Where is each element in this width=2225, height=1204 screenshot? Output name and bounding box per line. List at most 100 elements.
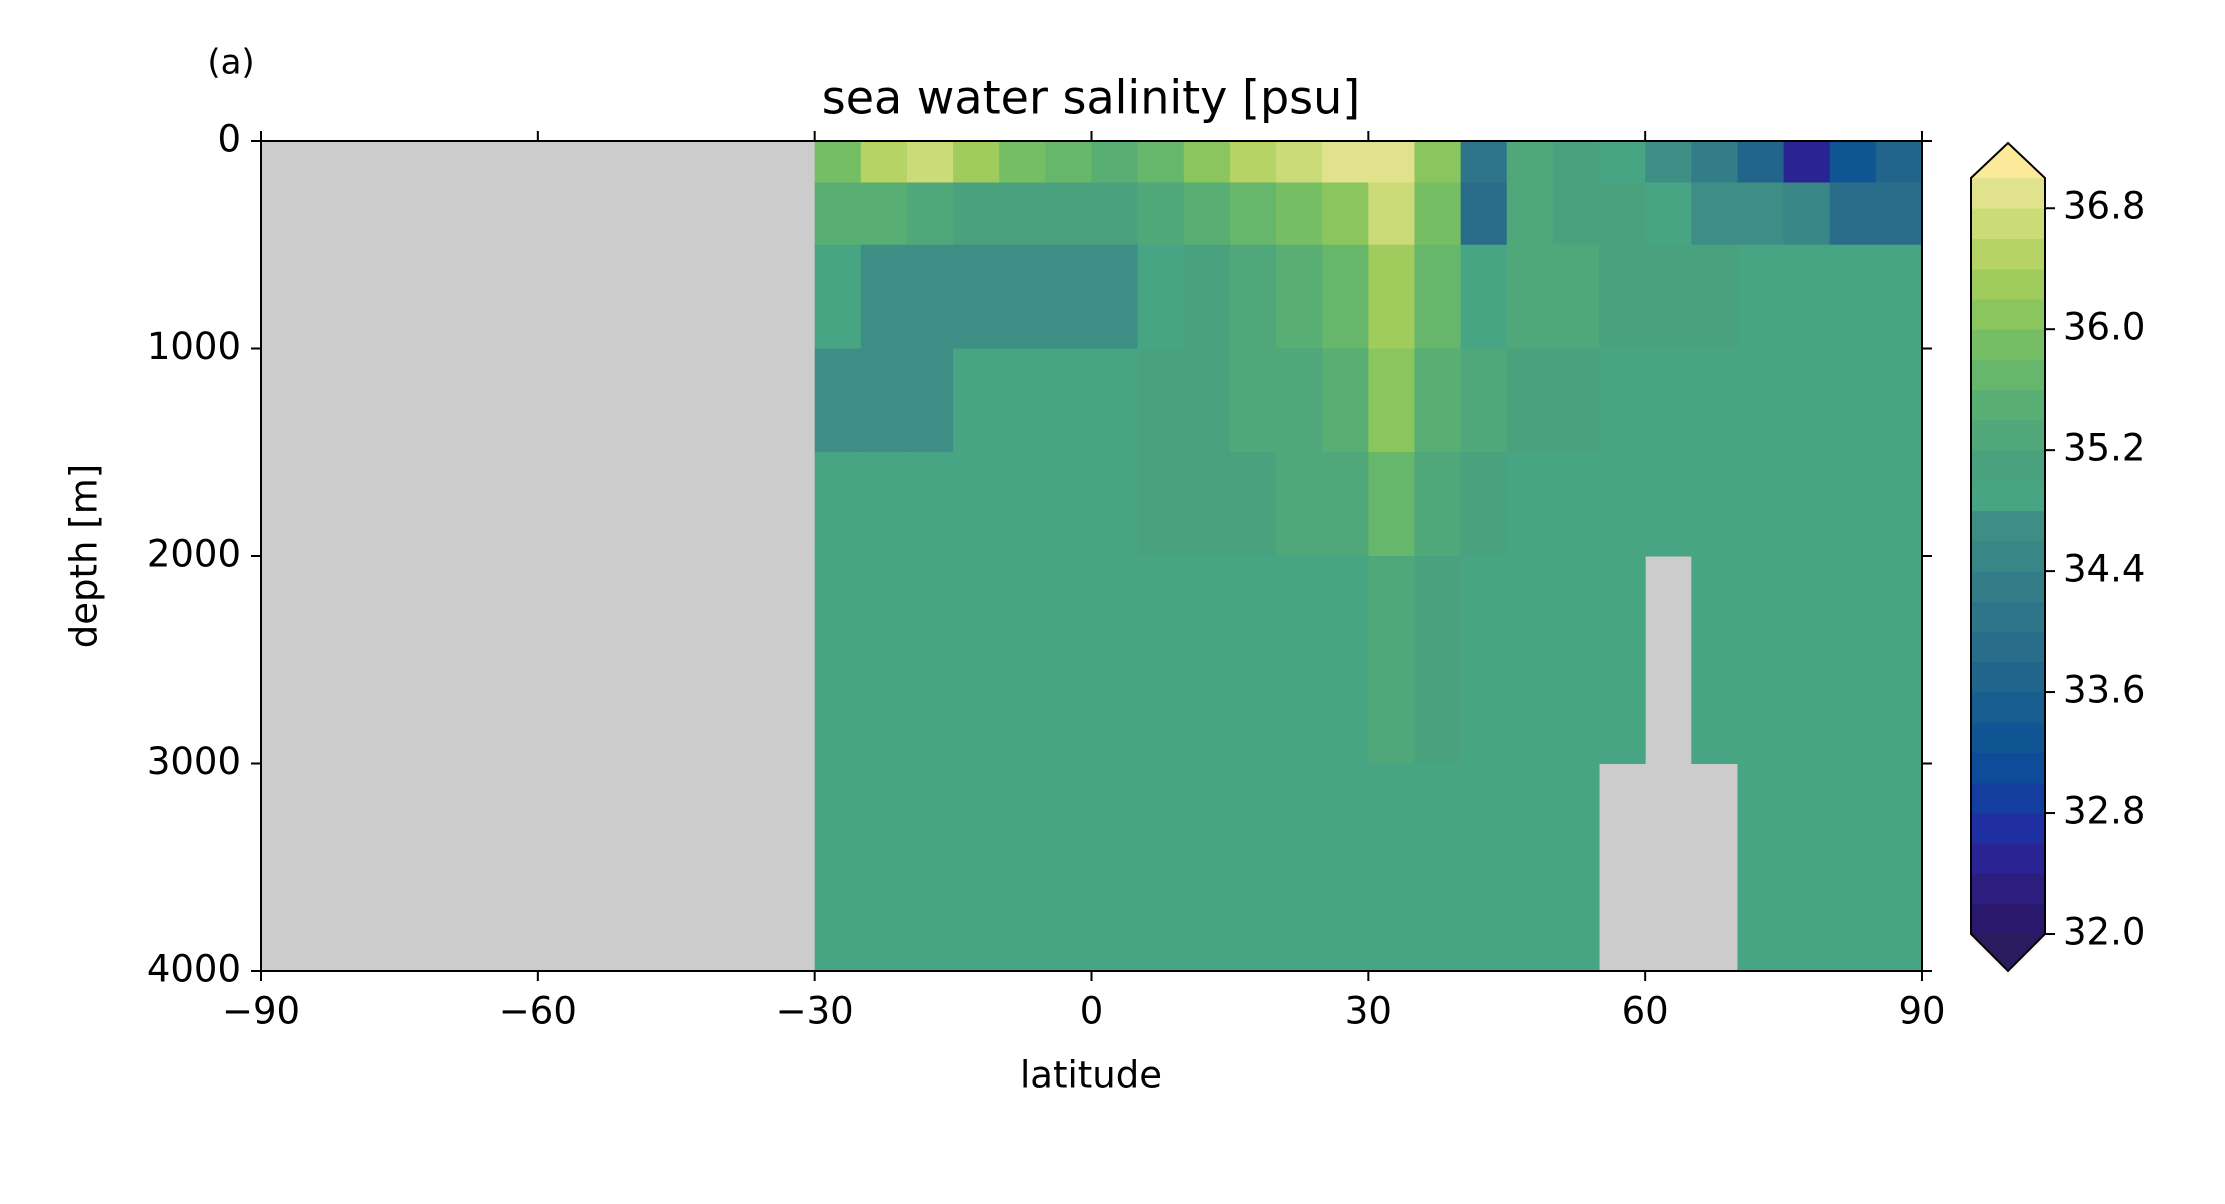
cell — [1875, 141, 1923, 183]
cell — [1552, 452, 1600, 557]
cell — [1045, 244, 1092, 349]
x-tick-label: −30 — [776, 990, 854, 1033]
cell — [953, 348, 1000, 453]
cell — [1276, 763, 1323, 972]
colorbar-band — [1971, 268, 2045, 300]
cell — [1506, 182, 1554, 246]
cell — [906, 763, 954, 972]
cell — [1414, 244, 1462, 349]
cell — [999, 348, 1046, 453]
colorbar-tick-label: 33.6 — [2063, 669, 2145, 712]
cell — [1137, 763, 1185, 972]
cell — [1414, 763, 1462, 972]
cell — [1875, 348, 1923, 453]
cell — [1691, 348, 1738, 453]
colorbar-band — [1971, 480, 2045, 512]
y-tick-label: 2000 — [147, 533, 241, 576]
cell — [1552, 763, 1600, 972]
cell — [1829, 556, 1877, 764]
cell — [1183, 141, 1231, 183]
cell — [1783, 452, 1831, 557]
y-tick-label: 1000 — [147, 325, 241, 368]
cell — [860, 182, 908, 246]
colorbar-band — [1971, 873, 2045, 905]
cell — [1045, 556, 1092, 764]
cell — [999, 182, 1046, 246]
cell — [906, 182, 954, 246]
cell — [1460, 244, 1508, 349]
cell — [1091, 141, 1139, 183]
cell — [999, 763, 1046, 972]
cell — [1322, 141, 1369, 183]
cell — [1691, 452, 1738, 557]
x-tick-label: 30 — [1345, 990, 1392, 1033]
y-tick-label: 3000 — [147, 740, 241, 783]
x-tick-label: 0 — [1080, 990, 1104, 1033]
cell — [1645, 452, 1692, 557]
colorbar-tick-label: 32.8 — [2063, 790, 2145, 833]
cell — [1829, 452, 1877, 557]
cell — [860, 556, 908, 764]
cell — [1506, 452, 1554, 557]
cell — [953, 763, 1000, 972]
cell — [1414, 452, 1462, 557]
cell — [1552, 141, 1600, 183]
cell — [1875, 556, 1923, 764]
cell — [999, 244, 1046, 349]
colorbar-band — [1971, 571, 2045, 602]
colorbar-band — [1971, 450, 2045, 481]
colorbar-band — [1971, 843, 2045, 875]
cell — [1645, 348, 1692, 453]
cell — [814, 763, 862, 972]
cell — [1322, 182, 1369, 246]
cell — [1322, 244, 1369, 349]
cell — [1599, 348, 1646, 453]
cell — [906, 452, 954, 557]
cell — [1506, 348, 1554, 453]
cell — [999, 556, 1046, 764]
cell — [953, 244, 1000, 349]
cell — [814, 452, 862, 557]
cell — [1460, 556, 1508, 764]
colorbar-band — [1971, 752, 2045, 784]
colorbar-tick-label: 35.2 — [2063, 427, 2145, 470]
cell — [999, 452, 1046, 557]
cell — [1414, 348, 1462, 453]
cell — [1829, 244, 1877, 349]
cell — [1137, 556, 1185, 764]
cell — [860, 348, 908, 453]
cell — [1183, 452, 1231, 557]
colorbar-band — [1971, 238, 2045, 270]
cell — [1691, 244, 1738, 349]
cell — [1460, 141, 1508, 183]
cell — [1645, 141, 1692, 183]
cell — [1783, 244, 1831, 349]
cell — [1183, 244, 1231, 349]
colorbar-tick-label: 36.0 — [2063, 306, 2145, 349]
cell — [1783, 763, 1831, 972]
colorbar-tick-label: 34.4 — [2063, 548, 2145, 591]
cell — [1368, 244, 1415, 349]
y-tick-label: 4000 — [147, 948, 241, 991]
cell — [1137, 244, 1185, 349]
cell — [1091, 348, 1139, 453]
cell — [1091, 556, 1139, 764]
colorbar-band — [1971, 540, 2045, 572]
cell — [1460, 763, 1508, 972]
cell — [860, 141, 908, 183]
cell — [1460, 348, 1508, 453]
colorbar-tick-label: 32.0 — [2063, 911, 2145, 954]
cell — [860, 244, 908, 349]
cell — [1783, 182, 1831, 246]
cell — [1368, 182, 1415, 246]
colorbar-tick-label: 36.8 — [2063, 185, 2145, 228]
cell — [1229, 763, 1277, 972]
cell — [1045, 348, 1092, 453]
y-tick-label: 0 — [217, 118, 241, 161]
cell — [1137, 141, 1185, 183]
cell — [1552, 348, 1600, 453]
cell — [1829, 763, 1877, 972]
cell — [1183, 182, 1231, 246]
colorbar-band — [1971, 631, 2045, 663]
